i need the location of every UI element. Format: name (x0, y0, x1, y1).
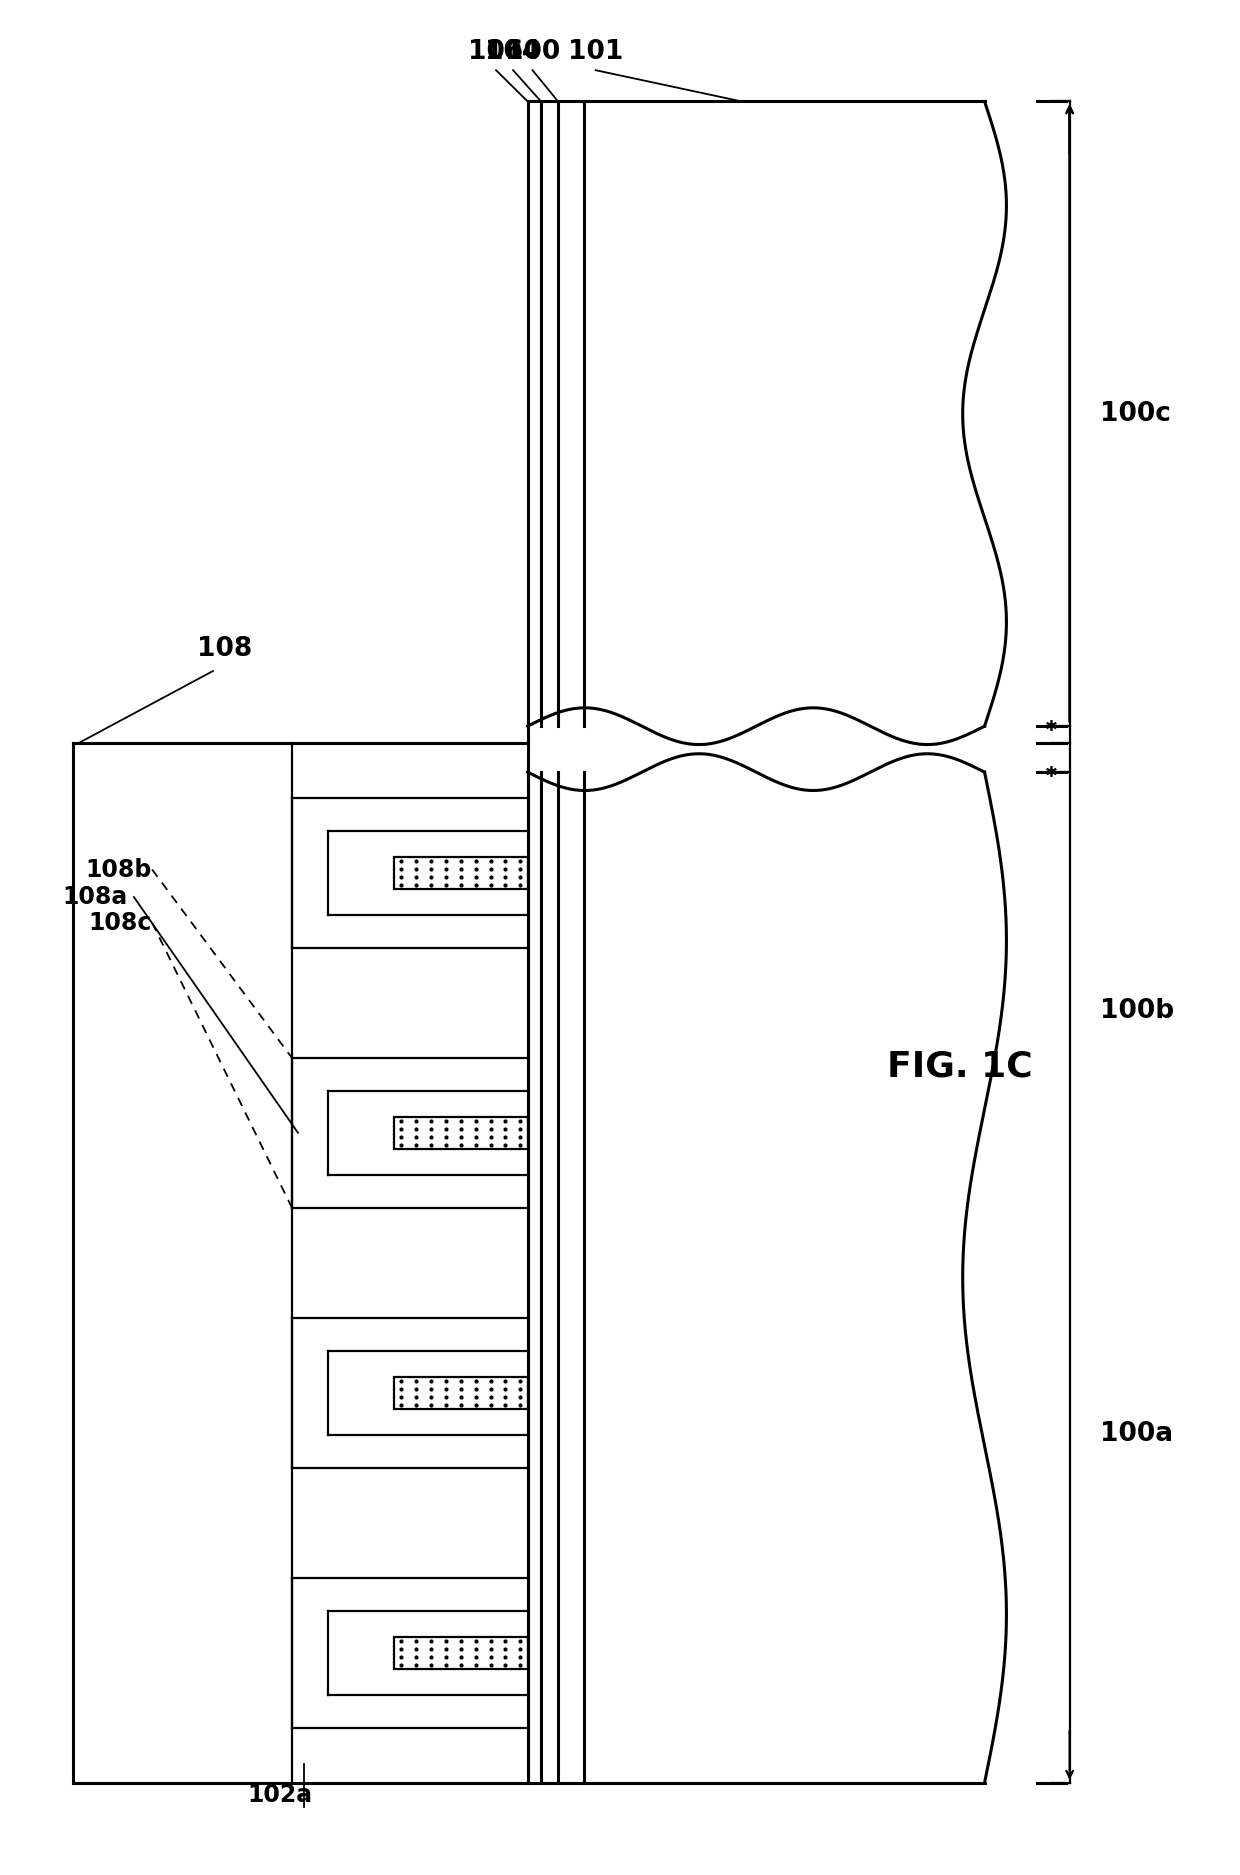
Bar (394, 1637, 528, 1669)
Text: ✱: ✱ (1045, 765, 1058, 780)
Text: 108: 108 (197, 636, 253, 662)
Text: 100: 100 (505, 39, 560, 64)
Text: 104: 104 (486, 39, 541, 64)
Text: 102a: 102a (247, 1783, 312, 1808)
Text: 101: 101 (568, 39, 624, 64)
Text: 108b: 108b (86, 857, 153, 881)
Text: FIG. 1C: FIG. 1C (888, 1050, 1033, 1084)
Text: 108c: 108c (89, 911, 153, 936)
Bar (394, 1376, 528, 1408)
Text: 100b: 100b (1100, 998, 1174, 1024)
Text: ✱: ✱ (1045, 718, 1058, 733)
Bar (394, 1118, 528, 1149)
Text: 108a: 108a (62, 885, 128, 909)
Text: 100c: 100c (1100, 401, 1171, 428)
Bar (394, 857, 528, 889)
Text: 100a: 100a (1100, 1421, 1173, 1448)
Text: 106: 106 (469, 39, 523, 64)
